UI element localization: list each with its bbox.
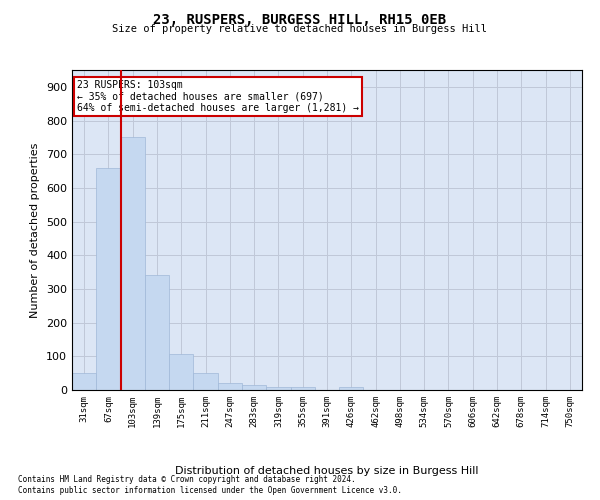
Text: Contains public sector information licensed under the Open Government Licence v3: Contains public sector information licen… bbox=[18, 486, 402, 495]
Bar bbox=[193, 373, 218, 390]
Y-axis label: Number of detached properties: Number of detached properties bbox=[31, 142, 40, 318]
Text: 23, RUSPERS, BURGESS HILL, RH15 0EB: 23, RUSPERS, BURGESS HILL, RH15 0EB bbox=[154, 12, 446, 26]
Bar bbox=[290, 388, 315, 390]
Text: 23 RUSPERS: 103sqm
← 35% of detached houses are smaller (697)
64% of semi-detach: 23 RUSPERS: 103sqm ← 35% of detached hou… bbox=[77, 80, 359, 113]
Text: Contains HM Land Registry data © Crown copyright and database right 2024.: Contains HM Land Registry data © Crown c… bbox=[18, 475, 356, 484]
Bar bbox=[96, 168, 121, 390]
Text: Size of property relative to detached houses in Burgess Hill: Size of property relative to detached ho… bbox=[113, 24, 487, 34]
Bar bbox=[169, 354, 193, 390]
Bar bbox=[339, 388, 364, 390]
Bar bbox=[72, 373, 96, 390]
Bar bbox=[242, 385, 266, 390]
Bar bbox=[218, 382, 242, 390]
X-axis label: Distribution of detached houses by size in Burgess Hill: Distribution of detached houses by size … bbox=[175, 466, 479, 476]
Bar bbox=[266, 386, 290, 390]
Bar bbox=[121, 138, 145, 390]
Bar bbox=[145, 276, 169, 390]
